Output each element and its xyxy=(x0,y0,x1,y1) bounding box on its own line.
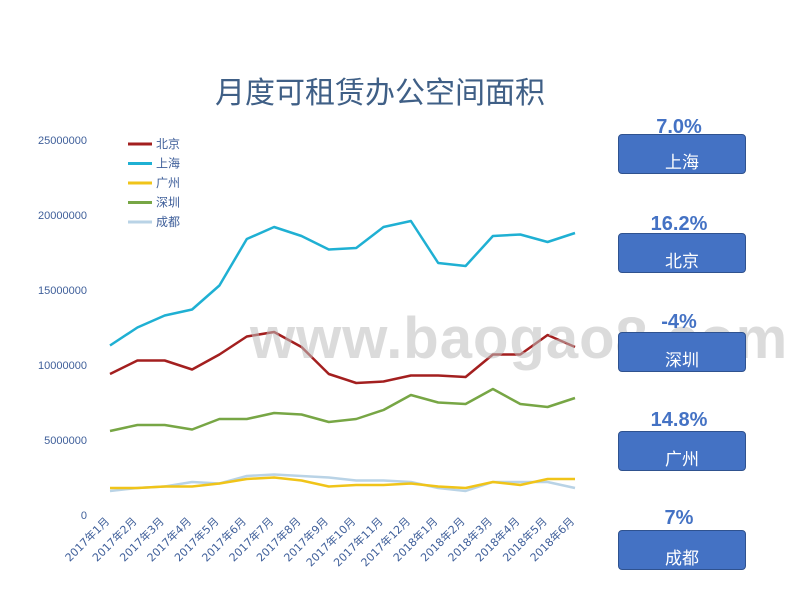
summary-pct-shenzhen: -4% xyxy=(661,311,697,333)
chart-title: 月度可租赁办公空间面积 xyxy=(215,76,545,111)
series-line-广州 xyxy=(110,476,575,490)
x-axis: 2017年1月2017年2月2017年3月2017年4月2017年5月2017年… xyxy=(62,514,577,569)
series-line-上海 xyxy=(109,219,576,347)
y-tick-label: 5000000 xyxy=(44,435,87,447)
y-tick-label: 15000000 xyxy=(38,285,87,297)
legend-label: 上海 xyxy=(156,156,180,171)
y-tick-label: 20000000 xyxy=(38,210,87,222)
summary-badge-beijing: 北京 xyxy=(618,233,746,273)
summary-badge-guangzhou: 广州 xyxy=(618,431,746,471)
legend-label: 广州 xyxy=(156,176,180,190)
summary-badge-shenzhen: 深圳 xyxy=(618,332,746,372)
y-tick-label: 0 xyxy=(81,510,87,522)
legend-label: 深圳 xyxy=(156,196,180,210)
y-axis: 0 5000000 10000000 15000000 20000000 25000000 xyxy=(38,135,87,522)
summary-badge-shanghai: 上海 xyxy=(618,134,746,174)
y-tick-label: 25000000 xyxy=(38,135,87,147)
legend-label: 成都 xyxy=(156,215,180,229)
series-line-深圳 xyxy=(109,387,576,433)
summary-pct-shanghai: 7.0% xyxy=(656,116,702,138)
summary-pct-guangzhou: 14.8% xyxy=(650,409,708,431)
legend-label: 北京 xyxy=(156,137,180,151)
series-line-北京 xyxy=(109,330,576,385)
summary-pct-beijing: 16.2% xyxy=(650,213,708,235)
summary-pct-chengdu: 7% xyxy=(664,507,694,529)
series-lines xyxy=(109,219,576,493)
summary-badge-chengdu: 成都 xyxy=(618,530,746,570)
y-tick-label: 10000000 xyxy=(38,360,87,372)
